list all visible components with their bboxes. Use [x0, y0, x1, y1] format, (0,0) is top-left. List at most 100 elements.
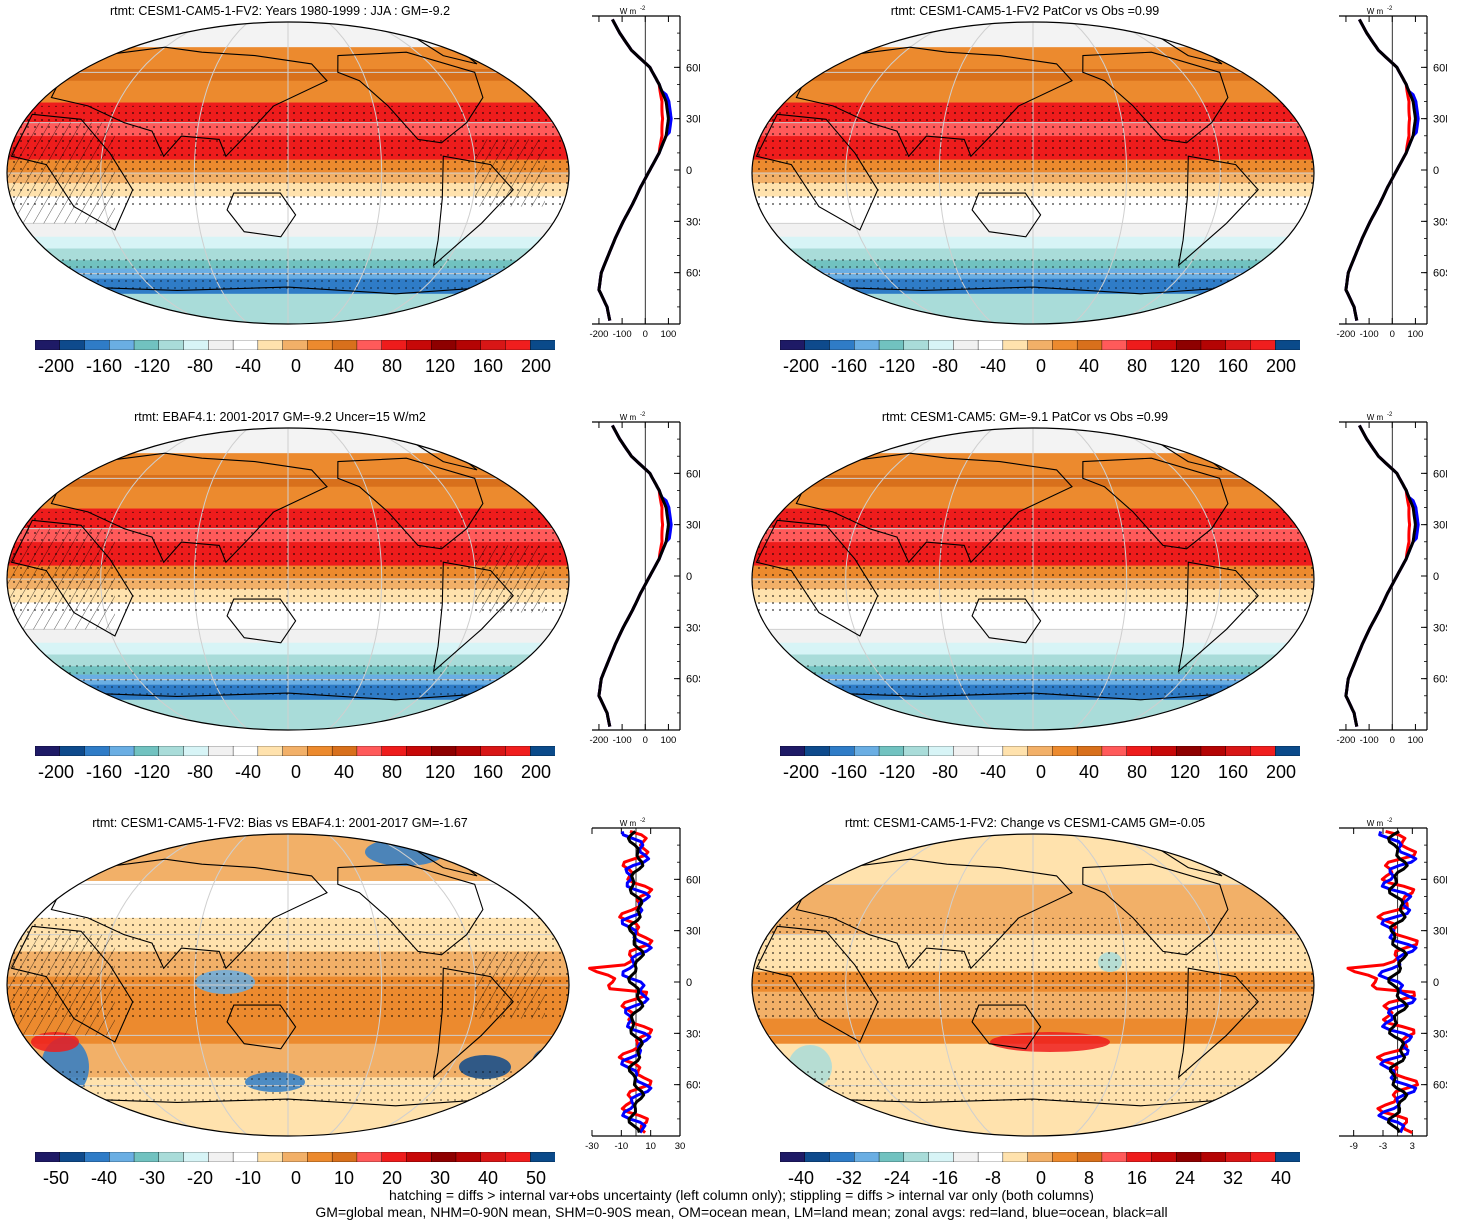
colorbar-tick-label: 80 — [381, 356, 403, 376]
footer-line-2: GM=global mean, NHM=0-90N mean, SHM=0-90… — [315, 1204, 1168, 1220]
colorbar-tick-label: -120 — [133, 762, 171, 782]
zonal-land-line — [597, 424, 665, 727]
colorbar-tick-label: -200 — [782, 762, 820, 782]
zonal-mean-plot: W m-2 60N 30N 0 30S 60S -200 -100 0 100 — [1336, 6, 1447, 340]
colorbar-swatch — [1076, 746, 1103, 756]
colorbar-swatch — [953, 340, 979, 350]
colorbar-swatch — [530, 340, 555, 350]
coastline — [1177, 155, 1259, 267]
hatching — [7, 528, 115, 630]
lat-tick-label: 60S — [1433, 1080, 1447, 1092]
colorbar-tick-label: -160 — [85, 762, 123, 782]
colorbar-swatch — [1151, 1152, 1177, 1162]
colorbar-tick-label: 8 — [1083, 1168, 1095, 1188]
panel-title: rtmt: CESM1-CAM5-1-FV2: Change vs CESM1-… — [844, 816, 1206, 830]
colorbar-tick-label: -160 — [830, 762, 868, 782]
colorbar-tick-label: 200 — [1265, 762, 1297, 782]
colorbar — [780, 340, 1300, 350]
colorbar-swatch — [35, 1152, 61, 1162]
coastline — [755, 925, 879, 1043]
colorbar-tick-label: 24 — [1174, 1168, 1196, 1188]
colorbar-swatch — [480, 1152, 506, 1162]
colorbar-tick-label: 40 — [1078, 762, 1100, 782]
hatching — [7, 934, 115, 1036]
colorbar-swatch — [282, 1152, 308, 1162]
colorbar-swatch — [1002, 340, 1029, 350]
panel-5: rtmt: CESM1-CAM5-1-FV2: Bias vs EBAF4.1:… — [0, 816, 740, 1188]
zonal-unit-exponent: -2 — [1387, 6, 1393, 12]
colorbar-tick-label: 160 — [472, 356, 504, 376]
colorbar-tick-label: 200 — [520, 356, 552, 376]
colorbar-swatch — [1225, 1152, 1251, 1162]
zonal-unit-label: W m — [620, 7, 637, 16]
stippling — [752, 917, 1314, 1019]
colorbar — [780, 1152, 1300, 1162]
colorbar-swatch — [1151, 746, 1177, 756]
colorbar — [35, 340, 555, 350]
colorbar-swatch — [505, 340, 531, 350]
map-border — [751, 833, 1315, 1137]
colorbar-tick-label: -160 — [85, 356, 123, 376]
x-tick-label: 100 — [660, 735, 676, 746]
lat-tick-label: 30N — [686, 114, 700, 126]
colorbar-tick-label: 120 — [424, 762, 456, 782]
colorbar-swatch — [903, 1152, 930, 1162]
colorbar-swatch — [109, 1152, 135, 1162]
colorbar-swatch — [480, 746, 506, 756]
colorbar-swatch — [977, 746, 1004, 756]
colorbar-tick-label: 40 — [333, 356, 355, 376]
colorbar-tick-label: -40 — [979, 762, 1007, 782]
coastline — [1177, 561, 1259, 673]
lat-tick-label: 0 — [686, 977, 692, 989]
lat-tick-label: 60S — [1433, 674, 1447, 686]
colorbar-tick-label: 40 — [477, 1168, 499, 1188]
colorbar-swatch — [35, 746, 61, 756]
panel-title: rtmt: CESM1-CAM5: GM=-9.1 PatCor vs Obs … — [881, 410, 1169, 424]
colorbar-swatch — [854, 340, 880, 350]
zonal-unit-exponent: -2 — [640, 6, 646, 12]
colorbar-swatch — [953, 746, 979, 756]
colorbar-swatch — [1052, 340, 1078, 350]
colorbar-swatch — [232, 340, 259, 350]
x-tick-label: 0 — [643, 329, 648, 340]
zonal-all-line — [597, 424, 670, 727]
zonal-mean-plot: W m-2 60N 30N 0 30S 60S -200 -100 0 100 — [589, 412, 700, 746]
hatching — [7, 122, 115, 224]
colorbar — [780, 746, 1300, 756]
lat-tick-label: 30S — [686, 1028, 700, 1040]
colorbar-swatch — [1101, 340, 1128, 350]
colorbar-tick-label: 30 — [429, 1168, 451, 1188]
colorbar-swatch — [183, 1152, 209, 1162]
stippling — [752, 105, 1314, 207]
colorbar-swatch — [208, 340, 234, 350]
lat-tick-label: 0 — [686, 571, 692, 583]
map-border — [6, 427, 570, 731]
coastline — [827, 1098, 1239, 1136]
coastline — [10, 113, 134, 231]
lat-tick-label: 0 — [686, 165, 692, 177]
colorbar-swatch — [1027, 340, 1053, 350]
coastline — [795, 452, 1073, 564]
colorbar-swatch — [84, 340, 110, 350]
colorbar-swatch — [878, 340, 905, 350]
lat-tick-label: 60S — [686, 674, 700, 686]
colorbar-tick-label: 120 — [1169, 356, 1201, 376]
lat-tick-label: 30S — [686, 622, 700, 634]
colorbar-swatch — [928, 340, 954, 350]
colorbar-swatch — [109, 746, 135, 756]
zonal-unit-label: W m — [1367, 819, 1384, 828]
lat-tick-label: 60N — [686, 468, 700, 480]
lat-tick-label: 30N — [1433, 520, 1447, 532]
x-tick-label: -10 — [614, 1141, 628, 1152]
colorbar-swatch — [505, 1152, 531, 1162]
footer-line-1: hatching = diffs > internal var+obs unce… — [389, 1187, 1094, 1203]
colorbar-swatch — [530, 746, 555, 756]
colorbar-tick-label: -80 — [186, 762, 214, 782]
coastline — [827, 692, 1239, 730]
colorbar-tick-label: 40 — [1270, 1168, 1292, 1188]
colorbar-tick-label: 160 — [1217, 762, 1249, 782]
zonal-unit-exponent: -2 — [640, 818, 646, 824]
colorbar-swatch — [331, 746, 358, 756]
colorbar-tick-label: -200 — [37, 356, 75, 376]
map-anomaly-region — [990, 1032, 1110, 1052]
